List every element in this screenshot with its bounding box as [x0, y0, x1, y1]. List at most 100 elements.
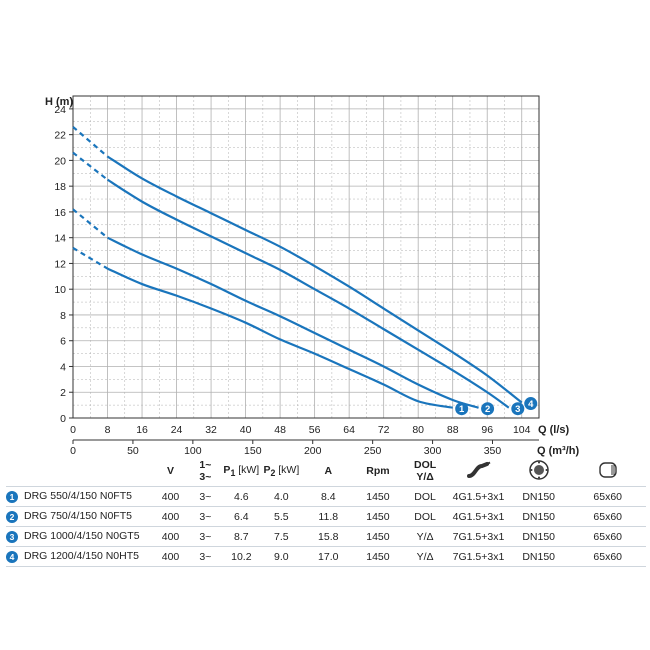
- y-tick-label: 18: [54, 181, 66, 193]
- cell-outlet: DN150: [507, 546, 570, 567]
- cell-p2: 7.5: [260, 526, 302, 547]
- x-axis-title: Q (l/s): [538, 424, 570, 436]
- cell-phase: 3~: [189, 506, 222, 527]
- curve-2-badge: [481, 402, 495, 416]
- cell-phase: 3~: [189, 486, 222, 507]
- y-tick-label: 4: [60, 361, 66, 373]
- row-number-badge: 4: [6, 550, 18, 563]
- header-phase-3: 3~: [199, 471, 212, 483]
- cell-v: 400: [152, 506, 189, 527]
- x2-axis-ticks: 0 50 100 150 200 250 300 350: [70, 439, 539, 457]
- header-phase-1: 1~: [199, 459, 212, 471]
- x-tick-label: 104: [513, 424, 531, 436]
- cell-start: DOL: [401, 486, 450, 507]
- cell-outlet: DN150: [507, 486, 570, 507]
- x-tick-label: 64: [343, 424, 355, 436]
- curve-1: [107, 267, 453, 409]
- plot-frame: [72, 95, 540, 419]
- x2-tick-label: 0: [70, 445, 76, 457]
- header-phase: 1~ 3~: [189, 456, 222, 487]
- x2-tick-label: 100: [184, 445, 202, 457]
- cell-a: 15.8: [301, 526, 355, 547]
- curve-2-badge-label: 2: [485, 404, 490, 415]
- cell-p1: 4.6: [221, 486, 261, 507]
- x-tick-label: 8: [105, 424, 111, 436]
- header-size: [569, 456, 646, 487]
- x2-tick-label: 250: [364, 445, 382, 457]
- y-tick-label: 14: [54, 233, 66, 245]
- cell-outlet: DN150: [507, 526, 570, 547]
- cell-phase: 3~: [189, 526, 222, 547]
- curve-1-badge: [455, 402, 469, 416]
- x2-tick-label: 300: [424, 445, 442, 457]
- cell-size: 65x60: [569, 486, 646, 507]
- x2-tick-label: 150: [244, 445, 262, 457]
- x-tick-label: 40: [240, 424, 252, 436]
- header-current: A: [324, 465, 333, 477]
- y-tick-label: 12: [54, 258, 66, 270]
- table-row: 4 DRG 1200/4/150 N0HT5 400 3~ 10.2 9.0 17.0 145…: [6, 546, 646, 567]
- cell-p2: 5.5: [260, 506, 302, 527]
- x-tick-label: 72: [378, 424, 390, 436]
- cell-rpm: 1450: [354, 546, 402, 567]
- cell-v: 400: [152, 546, 189, 567]
- curve-4: [106, 155, 523, 404]
- x-axis-ticks: 0 8 16 24 32 40 48 56 64 72 80 88 96 104: [70, 424, 531, 436]
- y-tick-label: 22: [54, 130, 66, 142]
- curve-1-extrapolated: [72, 247, 109, 270]
- header-p2: P2 [kW]: [263, 463, 300, 479]
- y-tick-label: 6: [60, 336, 66, 348]
- x2-tick-label: 200: [304, 445, 322, 457]
- x-tick-label: 32: [205, 424, 217, 436]
- cable-icon: [466, 461, 490, 478]
- cell-a: 11.8: [301, 506, 355, 527]
- header-dol: DOL: [414, 459, 437, 471]
- cell-rpm: 1450: [354, 486, 402, 507]
- table-row: 3 DRG 1000/4/150 N0GT5 400 3~ 8.7 7.5 15.8 1450…: [6, 526, 646, 547]
- y-tick-label: 10: [54, 284, 66, 296]
- y-tick-label: 16: [54, 207, 66, 219]
- curve-2-extrapolated: [72, 208, 109, 239]
- cell-p2: 4.0: [260, 486, 302, 507]
- cell-p1: 10.2: [221, 546, 261, 567]
- x-tick-label: 24: [171, 424, 183, 436]
- y-tick-label: 0: [60, 413, 66, 425]
- header-rpm: Rpm: [366, 465, 390, 477]
- model-name: DRG 750/4/150 N0FT5: [24, 510, 132, 523]
- cell-size: 65x60: [569, 546, 646, 567]
- cell-v: 400: [152, 526, 189, 547]
- cell-rpm: 1450: [354, 526, 402, 547]
- cell-cable: 7G1.5+3x1: [449, 546, 508, 567]
- cell-cable: 4G1.5+3x1: [449, 506, 508, 527]
- model-name: DRG 1200/4/150 N0HT5: [24, 550, 139, 563]
- header-voltage: V: [167, 465, 175, 477]
- x-tick-label: 0: [70, 424, 76, 436]
- header-star-delta: Y/Δ: [416, 471, 434, 483]
- curve-3-extrapolated: [72, 151, 109, 181]
- y-tick-label: 24: [54, 104, 66, 116]
- cell-size: 65x60: [569, 526, 646, 547]
- curve-4-badge-label: 4: [528, 399, 534, 410]
- x-tick-label: 16: [136, 424, 148, 436]
- cell-p2: 9.0: [260, 546, 302, 567]
- table-row: 1 DRG 550/4/150 N0FT5 400 3~ 4.6 4.0 8.4 1450 DO…: [6, 486, 646, 507]
- y-axis-title: H (m): [45, 96, 73, 108]
- flange-outlet-icon: [528, 459, 549, 480]
- cell-start: DOL: [401, 506, 450, 527]
- curve-4-badge: [524, 397, 538, 411]
- cell-p1: 6.4: [221, 506, 261, 527]
- curve-3-badge-label: 3: [515, 404, 520, 415]
- x-tick-label: 48: [274, 424, 286, 436]
- x-tick-label: 96: [481, 424, 493, 436]
- curve-3-badge: [511, 402, 525, 416]
- header-start: DOL Y/Δ: [401, 456, 449, 487]
- x-tick-label: 56: [309, 424, 321, 436]
- spec-header-row: V 1~ 3~ P1 [kW] P2 [kW] A Rpm DOL Y/Δ: [6, 456, 646, 487]
- row-number-badge: 1: [6, 490, 18, 503]
- header-cable: [449, 456, 508, 487]
- row-number-badge: 2: [6, 510, 18, 523]
- curve-1-badge-label: 1: [459, 404, 465, 415]
- cell-phase: 3~: [189, 546, 222, 567]
